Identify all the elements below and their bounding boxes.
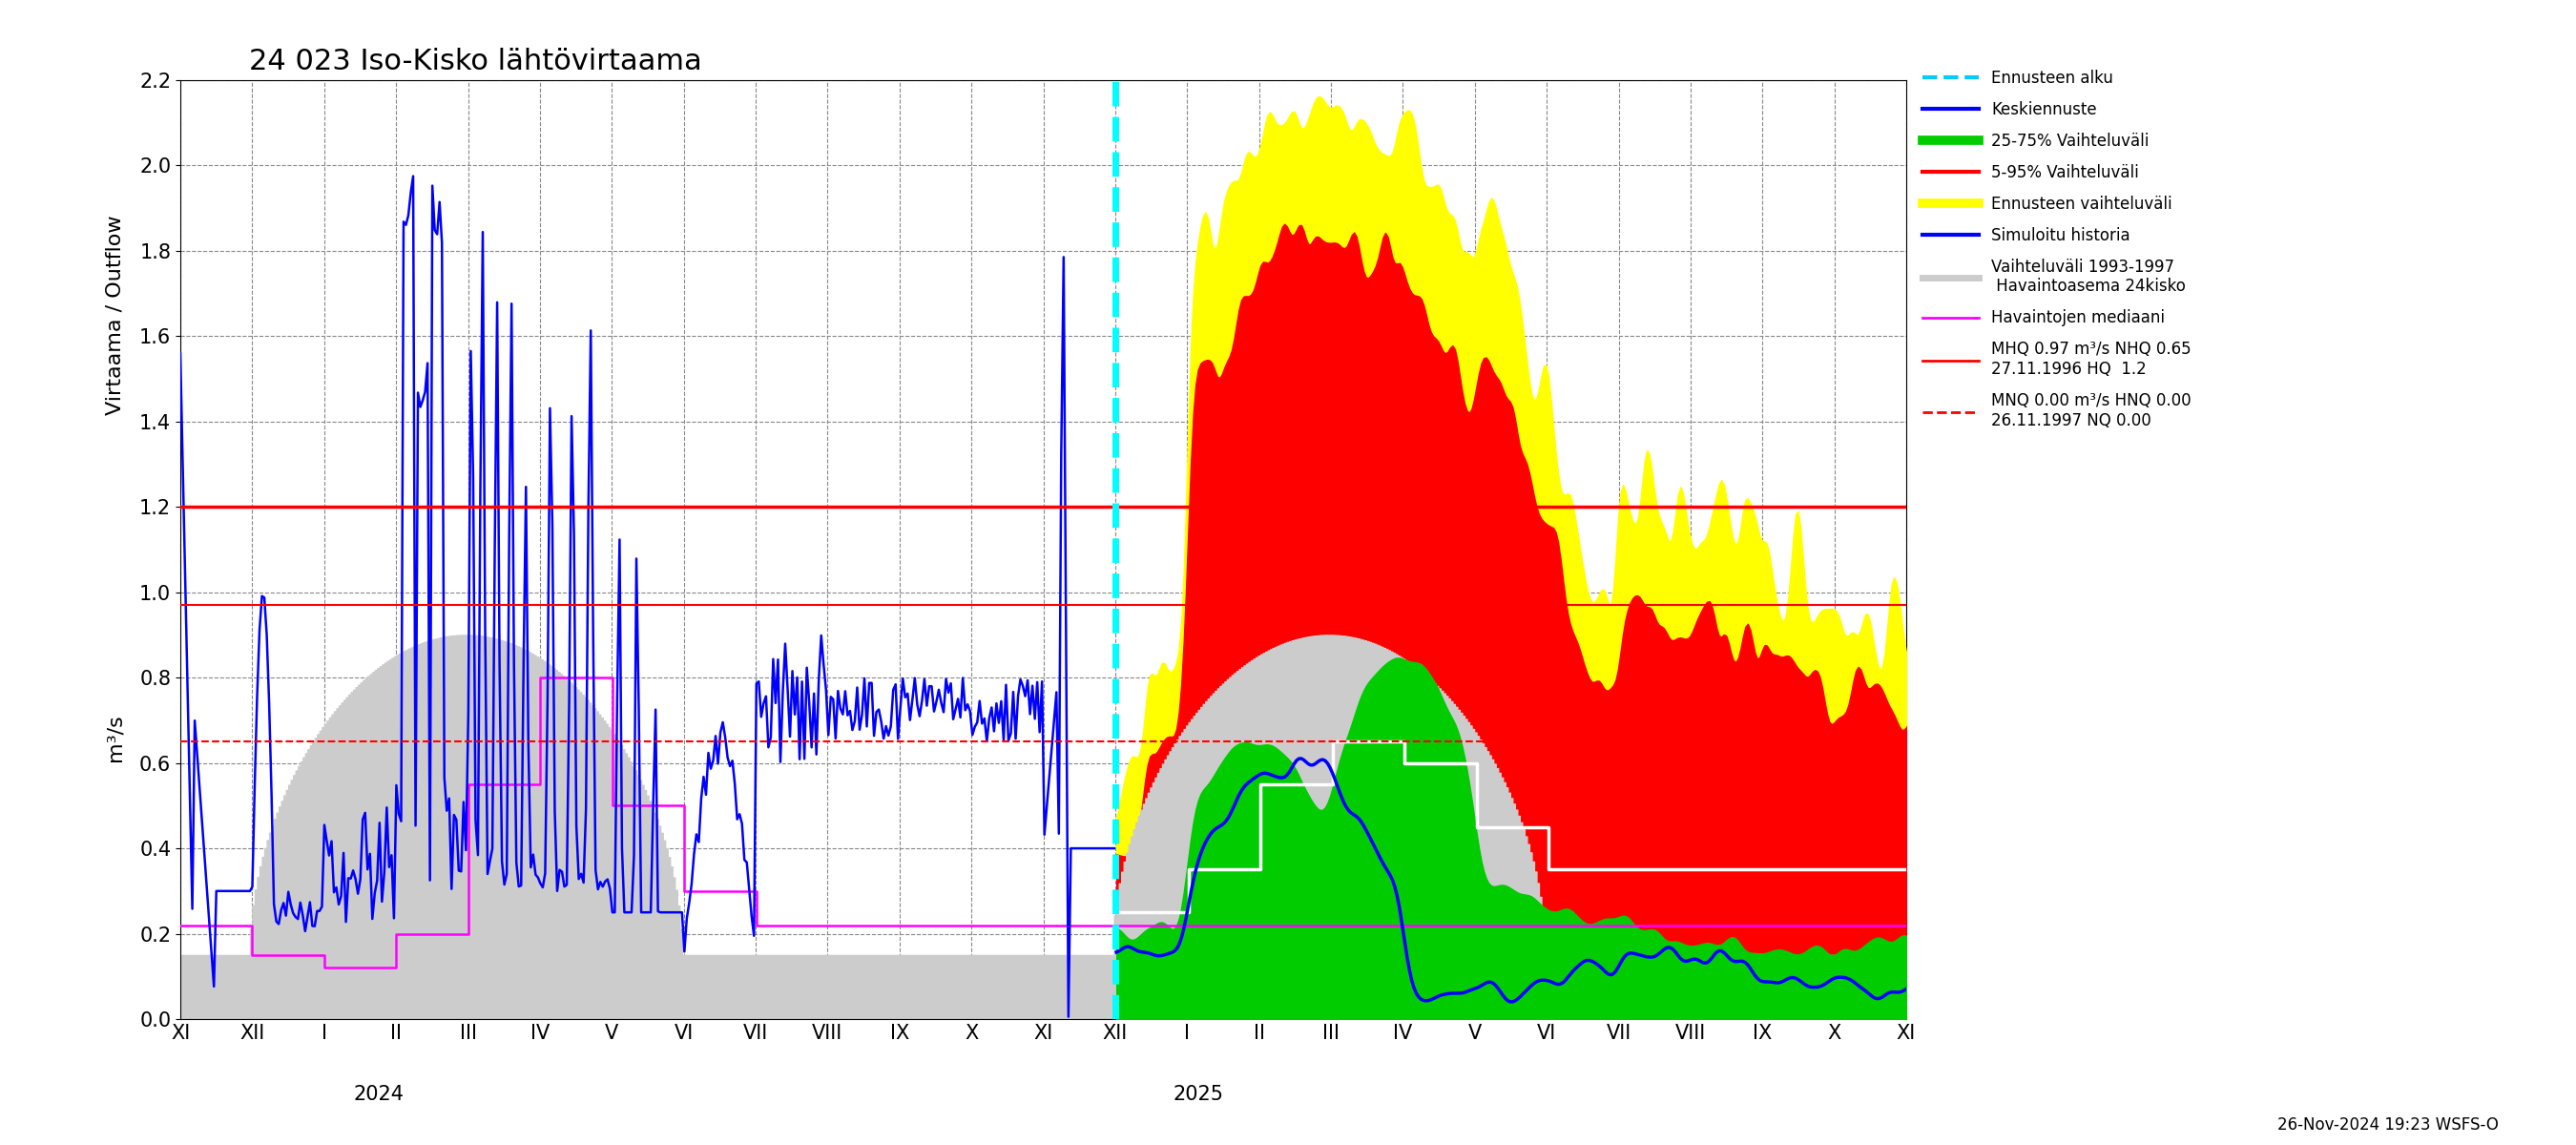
Legend: Ennusteen alku, Keskiennuste, 25-75% Vaihteluväli, 5-95% Vaihteluväli, Ennusteen: Ennusteen alku, Keskiennuste, 25-75% Vai… [1922,70,2192,429]
Text: 24 023 Iso-Kisko lähtövirtaama: 24 023 Iso-Kisko lähtövirtaama [250,48,703,76]
Text: 2024: 2024 [353,1084,404,1104]
Text: m³/s: m³/s [106,713,124,761]
Text: 26-Nov-2024 19:23 WSFS-O: 26-Nov-2024 19:23 WSFS-O [2277,1116,2499,1134]
Text: Virtaama / Outflow: Virtaama / Outflow [106,215,124,414]
Text: 2025: 2025 [1172,1084,1224,1104]
